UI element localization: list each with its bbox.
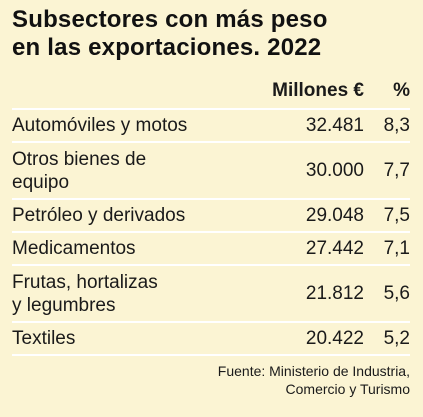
table-header: Millones € %: [12, 74, 410, 108]
row-percent: 8,3: [383, 114, 410, 136]
title-line-2: en las exportaciones. 2022: [12, 34, 322, 61]
table-row: Automóviles y motos 32.481 8,3: [12, 108, 410, 141]
row-label: Automóviles y motos: [12, 114, 244, 137]
page-title: Subsectores con más peso en las exportac…: [12, 6, 411, 62]
row-millones: 30.000: [305, 159, 364, 181]
table-row: Petróleo y derivados 29.048 7,5: [12, 198, 410, 231]
row-percent: 7,1: [383, 237, 410, 259]
source-line-2: Comercio y Turismo: [285, 381, 410, 397]
row-label-line-1: Petróleo y derivados: [12, 205, 186, 226]
row-label-line-1: Medicamentos: [12, 238, 136, 259]
table-row: Frutas, hortalizas y legumbres 21.812 5,…: [12, 264, 410, 321]
source-line-1: Fuente: Ministerio de Industria,: [217, 363, 410, 379]
source-note: Fuente: Ministerio de Industria, Comerci…: [12, 354, 410, 398]
data-table: Millones € % Automóviles y motos 32.481 …: [12, 74, 410, 398]
header-millones: Millones €: [272, 80, 364, 101]
row-label-line-1: Textiles: [12, 328, 76, 349]
row-label: Otros bienes de equipo: [12, 148, 244, 194]
title-line-1: Subsectores con más peso: [12, 6, 328, 33]
table-row: Otros bienes de equipo 30.000 7,7: [12, 141, 410, 198]
row-percent: 7,7: [383, 159, 410, 181]
row-label-line-1: Frutas, hortalizas: [12, 271, 158, 293]
row-label-line-1: Otros bienes de: [12, 148, 147, 170]
row-label-line-1: Automóviles y motos: [12, 115, 188, 136]
row-percent: 5,6: [383, 282, 410, 304]
row-millones: 21.812: [305, 282, 364, 304]
row-label: Medicamentos: [12, 237, 244, 260]
table-row: Textiles 20.422 5,2: [12, 321, 410, 354]
row-label: Petróleo y derivados: [12, 204, 244, 227]
row-percent: 7,5: [383, 204, 410, 226]
row-millones: 29.048: [305, 204, 364, 226]
row-millones: 20.422: [305, 327, 364, 349]
row-label: Frutas, hortalizas y legumbres: [12, 271, 244, 317]
row-label-line-2: equipo: [12, 171, 70, 193]
row-millones: 27.442: [305, 237, 364, 259]
row-label-line-2: y legumbres: [12, 294, 116, 316]
header-percent: %: [393, 80, 410, 101]
table-row: Medicamentos 27.442 7,1: [12, 231, 410, 264]
row-label: Textiles: [12, 327, 244, 350]
row-millones: 32.481: [305, 114, 364, 136]
row-percent: 5,2: [383, 327, 410, 349]
